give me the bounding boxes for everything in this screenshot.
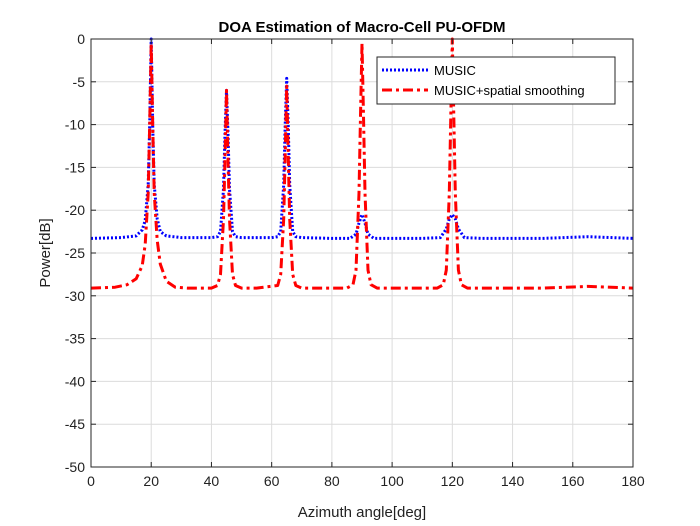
x-tick-label: 160: [561, 473, 585, 489]
y-axis-label: Power[dB]: [37, 218, 54, 287]
x-tick-label: 80: [324, 473, 340, 489]
y-tick-label: -45: [65, 416, 85, 432]
legend-box: [376, 56, 616, 105]
x-axis-label: Azimuth angle[deg]: [298, 504, 426, 521]
legend-label-music: MUSIC: [434, 63, 476, 78]
chart-title: DOA Estimation of Macro-Cell PU-OFDM: [219, 19, 506, 36]
y-tick-label: -40: [65, 373, 85, 389]
x-tick-label: 140: [501, 473, 525, 489]
axis-ticks: 0 20 40 60 80 100 120 140 160 180 0 -5 -10 -15 -20 -25 -…: [65, 31, 645, 489]
x-tick-label: 40: [204, 473, 220, 489]
series-layer: [90, 37, 634, 290]
x-tick-label: 120: [441, 473, 465, 489]
y-tick-label: -30: [65, 288, 85, 304]
x-tick-label: 20: [143, 473, 159, 489]
x-tick-label: 60: [264, 473, 280, 489]
legend-label-music-spatial-smoothing: MUSIC+spatial smoothing: [434, 83, 585, 98]
y-tick-label: -50: [65, 459, 85, 475]
x-tick-label: 0: [87, 473, 95, 489]
y-tick-label: -20: [65, 202, 85, 218]
y-tick-label: -5: [73, 74, 86, 90]
y-tick-label: -15: [65, 159, 85, 175]
series-line-music-spatial-smoothing: [90, 37, 634, 290]
y-tick-label: -25: [65, 245, 85, 261]
y-tick-label: -35: [65, 331, 85, 347]
y-tick-label: 0: [77, 31, 85, 47]
x-tick-label: 180: [621, 473, 645, 489]
legend: MUSIC MUSIC+spatial smoothing: [376, 56, 616, 105]
y-tick-label: -10: [65, 117, 85, 133]
x-tick-label: 100: [380, 473, 404, 489]
